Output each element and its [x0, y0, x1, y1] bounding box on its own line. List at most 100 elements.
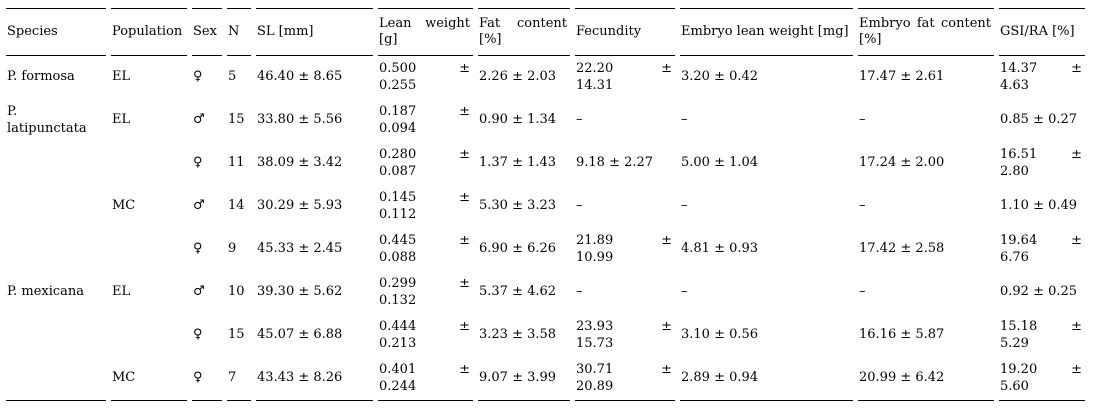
cell-token: content [517, 15, 567, 31]
cell-token: ± [459, 233, 470, 249]
cell-line-2: 20.89 [576, 378, 614, 394]
cell-lean_weight: 0.145 ±0.112 [378, 185, 473, 228]
cell-line-2: 5.60 [1000, 378, 1029, 394]
cell-line-2: [%] [859, 32, 882, 47]
cell-token: ± [1071, 319, 1082, 335]
table-row: ♀ 9 45.33 ± 2.45 0.445 ±0.088 6.90 ± 6.26 21.8… [6, 228, 1085, 271]
cell-n: 9 [228, 241, 237, 257]
cell-line-2: 4.63 [1000, 77, 1029, 93]
cell-sex: ♂ [193, 198, 205, 214]
cell-species: P. formosa [7, 69, 75, 85]
cell-lean_weight: 0.401 ±0.244 [378, 357, 473, 401]
cell-embryo_lean_weight: 3.20 ± 0.42 [681, 69, 759, 85]
cell-token: ± [1071, 147, 1082, 163]
cell-fecundity: 22.20 ±14.31 [575, 56, 675, 99]
cell-line-1: 0.187 ± [379, 104, 470, 120]
cell-token: ± [459, 104, 470, 120]
cell-gsi_ra: 0.85 ± 0.27 [1000, 112, 1078, 128]
table-row: P. formosa EL ♀ 5 46.40 ± 8.65 0.500 ±0.255 2.2… [6, 56, 1085, 99]
cell-embryo_fat_content: – [859, 112, 866, 128]
cell-token: 30.71 [576, 362, 614, 378]
cell-fat_content: 9.07 ± 3.99 [478, 357, 570, 401]
cell-token: 0.445 [379, 233, 417, 249]
cell-gsi_ra: 0.92 ± 0.25 [1000, 284, 1078, 300]
cell-token: ± [1071, 233, 1082, 249]
cell-line-1: 19.64 ± [1000, 233, 1082, 249]
cell-n: 10 [228, 284, 245, 300]
cell-line-2: 0.087 [379, 163, 417, 179]
cell-token: 0.444 [379, 319, 417, 335]
cell-fecundity: 21.89 ±10.99 [575, 228, 675, 271]
column-header-lean_weight: Lean weight [g] [378, 8, 473, 56]
cell-sl: 46.40 ± 8.65 [257, 69, 343, 85]
cell-species [6, 228, 106, 271]
cell-line-1: 19.20 ± [1000, 362, 1082, 378]
cell-fecundity: – [576, 284, 583, 300]
cell-token: 19.20 [1000, 362, 1038, 378]
cell-line-2: 0.088 [379, 249, 417, 265]
cell-population [111, 314, 187, 357]
cell-embryo_fat_content: 20.99 ± 6.42 [858, 357, 994, 401]
cell-line-1: Fat content [479, 16, 567, 32]
cell-species [6, 314, 106, 357]
cell-fecundity: – [576, 112, 583, 128]
table-row: MC ♂ 14 30.29 ± 5.93 0.145 ±0.112 5.30 ± 3.23 –… [6, 185, 1085, 228]
table-body: P. formosa EL ♀ 5 46.40 ± 8.65 0.500 ±0.255 2.2… [6, 56, 1085, 401]
cell-population: EL [112, 69, 131, 85]
cell-fat_content: 2.26 ± 2.03 [479, 69, 557, 85]
cell-line-1: 23.93 ± [576, 319, 672, 335]
cell-embryo_lean_weight: 4.81 ± 0.93 [681, 241, 759, 257]
cell-sl: 45.33 ± 2.45 [257, 241, 343, 257]
column-header-fat_content: Fat content [%] [478, 8, 570, 56]
cell-population [111, 142, 187, 185]
cell-line-1: P. [7, 104, 103, 120]
cell-line-1: 0.444 ± [379, 319, 470, 335]
cell-n: 5 [228, 69, 237, 85]
cell-sl: 43.43 ± 8.26 [256, 357, 373, 401]
column-header-sl: SL [mm] [256, 8, 373, 56]
cell-line-2: [g] [379, 32, 398, 47]
cell-fecundity: – [576, 198, 583, 214]
cell-gsi_ra: 14.37 ±4.63 [999, 56, 1085, 99]
cell-population: MC [111, 357, 187, 401]
cell-token: fat [916, 15, 935, 31]
cell-line-2: 2.80 [1000, 163, 1029, 179]
cell-fecundity: 9.18 ± 2.27 [576, 155, 654, 171]
cell-line-2: 5.29 [1000, 335, 1029, 351]
cell-token: 0.187 [379, 104, 417, 120]
cell-line-1: 0.145 ± [379, 190, 470, 206]
cell-token: ± [661, 319, 672, 335]
cell-line-2: latipunctata [7, 120, 87, 136]
cell-sl: 39.30 ± 5.62 [257, 284, 343, 300]
cell-embryo_fat_content: – [859, 198, 866, 214]
cell-line-1: 0.445 ± [379, 233, 470, 249]
cell-gsi_ra: 16.51 ±2.80 [999, 142, 1085, 185]
cell-embryo_lean_weight: – [681, 198, 688, 214]
cell-embryo_fat_content: – [859, 284, 866, 300]
cell-line-2: 0.244 [379, 378, 417, 394]
cell-token: 0.145 [379, 190, 417, 206]
cell-line-1: 15.18 ± [1000, 319, 1082, 335]
cell-fat_content: 5.30 ± 3.23 [479, 198, 557, 214]
cell-token: 0.299 [379, 276, 417, 292]
table-header: Species Population Sex N SL [mm] Lean weight [g… [6, 8, 1085, 56]
cell-token: 22.20 [576, 61, 614, 77]
cell-token: ± [459, 319, 470, 335]
cell-fat_content: 0.90 ± 1.34 [479, 112, 557, 128]
cell-gsi_ra: 15.18 ±5.29 [999, 314, 1085, 357]
cell-species: P. mexicana [7, 284, 85, 300]
cell-population [111, 228, 187, 271]
cell-line-1: 30.71 ± [576, 362, 672, 378]
cell-sl: 30.29 ± 5.93 [257, 198, 343, 214]
cell-lean_weight: 0.445 ±0.088 [378, 228, 473, 271]
cell-line-2: 15.73 [576, 335, 614, 351]
cell-embryo_fat_content: 17.42 ± 2.58 [859, 241, 945, 257]
cell-token: 0.500 [379, 61, 417, 77]
cell-gsi_ra: 19.20 ±5.60 [999, 357, 1085, 401]
cell-embryo_lean_weight: – [681, 112, 688, 128]
cell-line-1: 14.37 ± [1000, 61, 1082, 77]
cell-line-2: [%] [479, 32, 502, 47]
cell-line-1: 22.20 ± [576, 61, 672, 77]
cell-token: 14.37 [1000, 61, 1038, 77]
cell-token: 16.51 [1000, 147, 1038, 163]
